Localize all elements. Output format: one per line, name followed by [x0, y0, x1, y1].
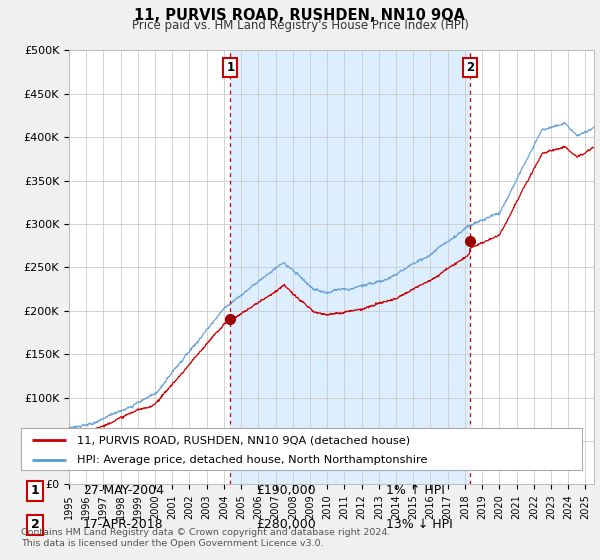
Text: 27-MAY-2004: 27-MAY-2004	[83, 484, 164, 497]
Text: 1% ↑ HPI: 1% ↑ HPI	[386, 484, 445, 497]
Text: £190,000: £190,000	[257, 484, 316, 497]
Text: 2: 2	[31, 518, 40, 531]
Text: 17-APR-2018: 17-APR-2018	[83, 518, 163, 531]
Text: 1: 1	[31, 484, 40, 497]
Text: £280,000: £280,000	[257, 518, 316, 531]
Text: 11, PURVIS ROAD, RUSHDEN, NN10 9QA: 11, PURVIS ROAD, RUSHDEN, NN10 9QA	[134, 8, 466, 24]
Text: Price paid vs. HM Land Registry's House Price Index (HPI): Price paid vs. HM Land Registry's House …	[131, 19, 469, 32]
Text: HPI: Average price, detached house, North Northamptonshire: HPI: Average price, detached house, Nort…	[77, 455, 428, 465]
Text: 11, PURVIS ROAD, RUSHDEN, NN10 9QA (detached house): 11, PURVIS ROAD, RUSHDEN, NN10 9QA (deta…	[77, 435, 410, 445]
Text: 2: 2	[466, 61, 474, 74]
Text: 13% ↓ HPI: 13% ↓ HPI	[386, 518, 452, 531]
Text: 1: 1	[226, 61, 235, 74]
Text: Contains HM Land Registry data © Crown copyright and database right 2024.
This d: Contains HM Land Registry data © Crown c…	[21, 528, 391, 548]
Bar	[230, 50, 470, 484]
